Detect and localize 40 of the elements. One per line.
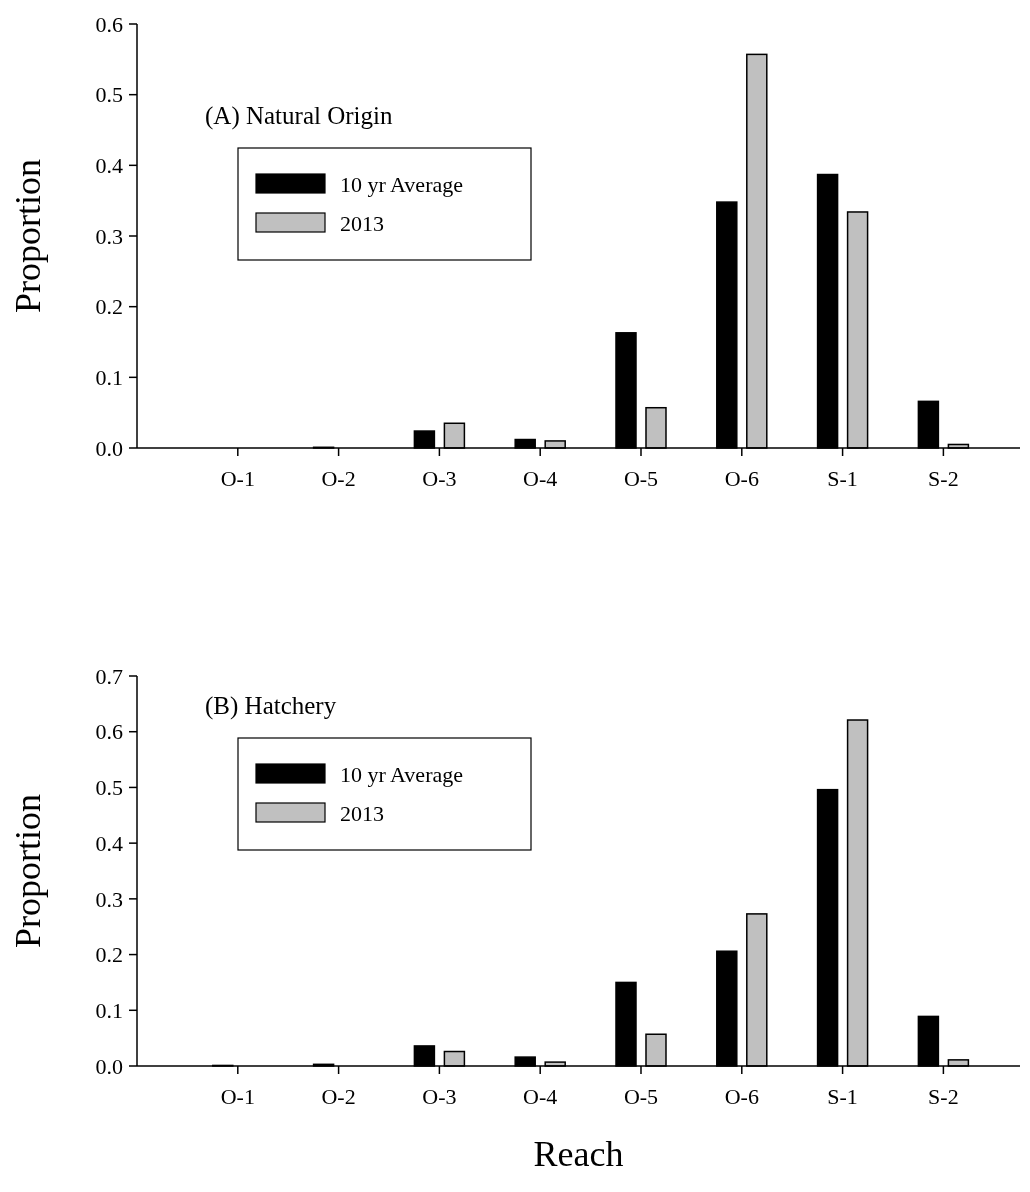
y-tick-label: 0.4 [95, 153, 123, 179]
y-axis-title: Proportion [8, 793, 48, 949]
x-tick-label: O-4 [523, 1084, 558, 1109]
x-tick-label: S-1 [827, 1084, 858, 1109]
x-tick-label: O-6 [724, 1084, 759, 1109]
y-axis-title: Proportion [8, 158, 48, 314]
y-tick-label: 0.2 [95, 294, 123, 320]
x-tick-label: O-6 [724, 466, 759, 491]
x-tick-label: O-1 [220, 1084, 255, 1109]
x-tick-label: O-3 [422, 466, 457, 491]
x-tick-label: O-2 [321, 1084, 356, 1109]
legend-label: 10 yr Average [340, 171, 463, 197]
y-tick-label: 0.3 [95, 223, 123, 249]
y-tick-label: 0.5 [95, 82, 123, 108]
x-tick-label: O-4 [523, 466, 558, 491]
x-tick-label: O-2 [321, 466, 356, 491]
y-tick-label: 0.6 [95, 719, 123, 745]
text: (B) Hatchery [205, 692, 337, 720]
legend-label: 2013 [340, 800, 384, 826]
x-tick-label: S-1 [827, 466, 858, 491]
x-axis-title: Reach [533, 1134, 624, 1174]
legend-label: 2013 [340, 210, 384, 236]
y-tick-label: 0.5 [95, 775, 123, 801]
x-tick-label: O-3 [422, 1084, 457, 1109]
text: (A) Natural Origin [205, 102, 393, 130]
y-tick-label: 0.6 [95, 11, 123, 37]
x-tick-label: O-5 [623, 466, 659, 491]
legend-label: 10 yr Average [340, 761, 463, 787]
y-tick-label: 0.0 [95, 435, 123, 461]
x-tick-label: O-5 [623, 1084, 659, 1109]
x-tick-label: O-1 [220, 466, 255, 491]
x-tick-label: S-2 [928, 466, 959, 491]
y-tick-label: 0.7 [95, 663, 123, 689]
y-tick-label: 0.3 [95, 886, 123, 912]
y-tick-label: 0.2 [95, 942, 123, 968]
y-tick-label: 0.1 [95, 365, 123, 391]
x-tick-label: S-2 [928, 1084, 959, 1109]
y-tick-label: 0.4 [95, 830, 123, 856]
y-tick-label: 0.1 [95, 997, 123, 1023]
y-tick-label: 0.0 [95, 1053, 123, 1079]
